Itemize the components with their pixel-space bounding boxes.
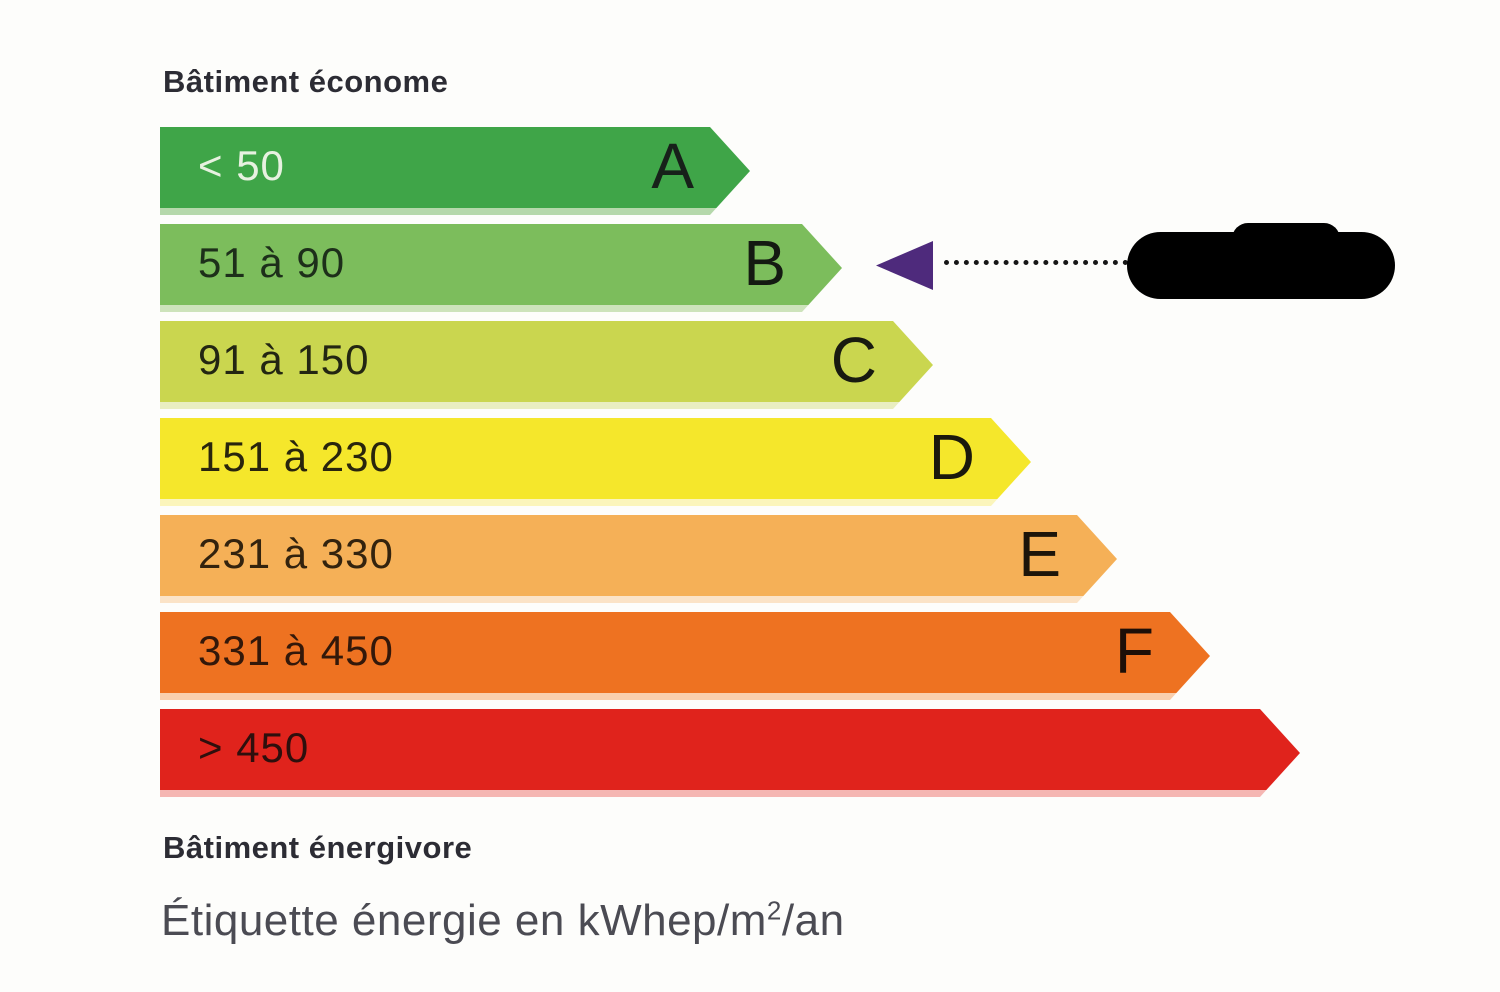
energy-class-row-e: 231 à 330 E bbox=[160, 515, 1117, 603]
energy-range-label: 151 à 230 bbox=[198, 432, 394, 480]
label-building-economical: Bâtiment économe bbox=[163, 64, 449, 99]
label-building-energy-hungry: Bâtiment énergivore bbox=[163, 830, 473, 865]
energy-class-row-g: > 450 bbox=[160, 709, 1300, 797]
energy-class-letter: F bbox=[1114, 614, 1154, 687]
energy-class-letter: E bbox=[1018, 517, 1061, 590]
energy-range-label: 51 à 90 bbox=[198, 238, 346, 286]
redaction-blob-bump bbox=[1232, 223, 1340, 257]
energy-range-label: 91 à 150 bbox=[198, 335, 370, 383]
energy-class-row-b: 51 à 90 B bbox=[160, 224, 842, 312]
energy-label-caption: Étiquette énergie en kWhep/m2/an bbox=[161, 896, 845, 946]
energy-class-row-a: < 50 A bbox=[160, 127, 750, 215]
indicator-arrow-icon bbox=[876, 241, 933, 290]
energy-range-label: 331 à 450 bbox=[198, 626, 394, 674]
energy-class-row-c: 91 à 150 C bbox=[160, 321, 933, 409]
energy-range-label: 231 à 330 bbox=[198, 529, 394, 577]
energy-class-letter: B bbox=[743, 226, 786, 299]
energy-class-row-f: 331 à 450 F bbox=[160, 612, 1210, 700]
caption-prefix: Étiquette énergie en kWhep/m bbox=[161, 896, 767, 945]
caption-superscript: 2 bbox=[766, 895, 782, 926]
energy-range-label: < 50 bbox=[198, 141, 285, 189]
energy-class-letter: D bbox=[928, 420, 975, 493]
energy-range-label: > 450 bbox=[198, 723, 310, 771]
indicator-dotted-line bbox=[944, 260, 1128, 265]
caption-suffix: /an bbox=[781, 896, 845, 945]
energy-class-row-d: 151 à 230 D bbox=[160, 418, 1031, 506]
energy-class-letter: C bbox=[830, 323, 877, 396]
energy-class-letter: A bbox=[651, 129, 694, 202]
